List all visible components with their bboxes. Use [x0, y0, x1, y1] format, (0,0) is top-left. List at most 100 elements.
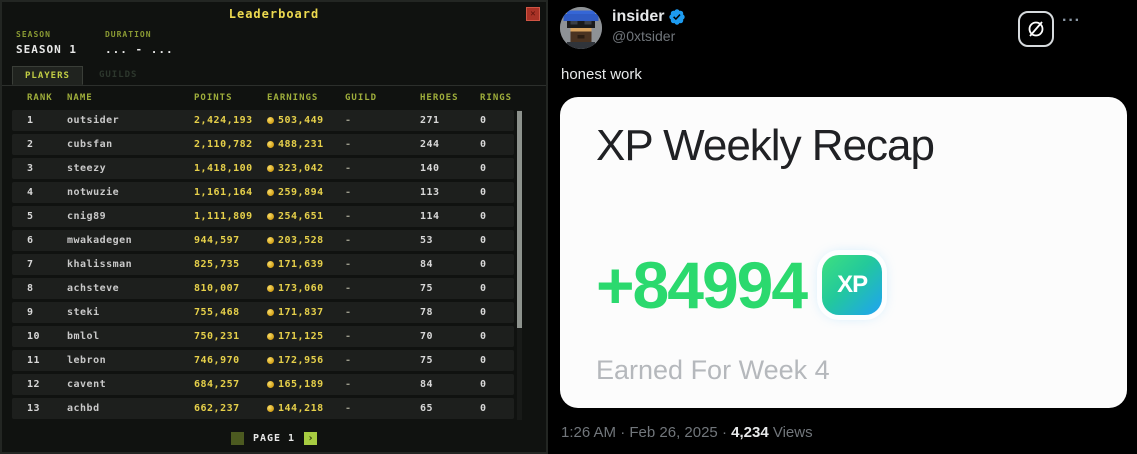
cell-guild: -: [345, 307, 352, 318]
cell-guild: -: [345, 259, 352, 270]
cell-rings: 0: [480, 379, 487, 390]
cell-points: 2,110,782: [194, 139, 253, 150]
close-button[interactable]: ✕: [526, 7, 540, 21]
tab-guilds[interactable]: GUILDS: [98, 70, 138, 80]
cell-heroes: 75: [420, 355, 434, 366]
more-options-button[interactable]: ···: [1062, 12, 1081, 30]
xp-badge-icon: XP: [822, 255, 883, 315]
cell-name: mwakadegen: [67, 235, 133, 246]
table-row[interactable]: 6 mwakadegen 944,597 203,528 - 53 0: [12, 230, 514, 251]
table-row[interactable]: 4 notwuzie 1,161,164 259,894 - 113 0: [12, 182, 514, 203]
cell-earnings: 323,042: [267, 163, 345, 174]
scrollbar-thumb[interactable]: [517, 111, 522, 328]
cell-guild: -: [345, 355, 352, 366]
next-page-button[interactable]: ›: [304, 431, 318, 445]
tweet-text: honest work: [561, 66, 642, 83]
table-row[interactable]: 5 cnig89 1,111,809 254,651 - 114 0: [12, 206, 514, 227]
season-block: SEASON SEASON 1: [16, 30, 77, 56]
card-title: XP Weekly Recap: [596, 121, 935, 170]
season-value: SEASON 1: [16, 43, 77, 56]
views-label: Views: [772, 424, 813, 441]
cell-heroes: 65: [420, 403, 434, 414]
column-header-rings: RINGS: [480, 93, 513, 103]
table-row[interactable]: 11 lebron 746,970 172,956 - 75 0: [12, 350, 514, 371]
cell-rings: 0: [480, 307, 487, 318]
cell-name: cubsfan: [67, 139, 113, 150]
grok-button[interactable]: [1018, 11, 1054, 47]
cell-heroes: 84: [420, 379, 434, 390]
cell-name: cnig89: [67, 211, 107, 222]
pagination: ‹ PAGE 1 ›: [2, 427, 546, 449]
coin-icon: [267, 285, 274, 292]
cell-rings: 0: [480, 139, 487, 150]
cell-rings: 0: [480, 259, 487, 270]
cell-rank: 13: [27, 403, 41, 414]
cell-earnings: 144,218: [267, 403, 345, 414]
table-row[interactable]: 10 bmlol 750,231 171,125 - 70 0: [12, 326, 514, 347]
cell-points: 755,468: [194, 307, 240, 318]
table-row[interactable]: 7 khalissman 825,735 171,639 - 84 0: [12, 254, 514, 275]
duration-label: DURATION: [104, 30, 152, 39]
cell-rings: 0: [480, 235, 487, 246]
cell-earnings: 488,231: [267, 139, 345, 150]
column-header-heroes: HEROES: [420, 93, 459, 103]
more-icon: ···: [1062, 12, 1081, 29]
cell-guild: -: [345, 379, 352, 390]
table-row[interactable]: 2 cubsfan 2,110,782 488,231 - 244 0: [12, 134, 514, 155]
cell-heroes: 53: [420, 235, 434, 246]
table-row[interactable]: 3 steezy 1,418,100 323,042 - 140 0: [12, 158, 514, 179]
cell-rank: 8: [27, 283, 34, 294]
author-handle[interactable]: @0xtsider: [612, 28, 676, 44]
table-row[interactable]: 12 cavent 684,257 165,189 - 84 0: [12, 374, 514, 395]
column-header-name: NAME: [67, 93, 93, 103]
season-duration-block: SEASON SEASON 1 DURATION ... - ...: [16, 30, 174, 56]
author-name[interactable]: insider: [612, 8, 665, 25]
prev-page-button[interactable]: ‹: [230, 431, 244, 445]
cell-rank: 1: [27, 115, 34, 126]
scrollbar-track[interactable]: [517, 110, 522, 420]
cell-points: 746,970: [194, 355, 240, 366]
leaderboard-window: Leaderboard ✕ SEASON SEASON 1 DURATION .…: [0, 0, 548, 454]
next-page-icon: ›: [307, 432, 314, 444]
tweet-timestamp[interactable]: 1:26 AM · Feb 26, 2025: [561, 424, 718, 441]
cell-points: 662,237: [194, 403, 240, 414]
duration-block: DURATION ... - ...: [105, 30, 174, 56]
cell-points: 750,231: [194, 331, 240, 342]
coin-icon: [267, 261, 274, 268]
leaderboard-tabs: PLAYERS GUILDS: [2, 66, 546, 86]
tweet-media-card[interactable]: XP Weekly Recap +84994 XP Earned For Wee…: [560, 97, 1127, 408]
cell-points: 684,257: [194, 379, 240, 390]
table-row[interactable]: 8 achsteve 810,007 173,060 - 75 0: [12, 278, 514, 299]
cell-name: khalissman: [67, 259, 133, 270]
cell-guild: -: [345, 115, 352, 126]
cell-rings: 0: [480, 211, 487, 222]
cell-heroes: 244: [420, 139, 440, 150]
cell-guild: -: [345, 163, 352, 174]
coin-icon: [267, 213, 274, 220]
coin-icon: [267, 309, 274, 316]
coin-icon: [267, 165, 274, 172]
pixel-avatar-image: [560, 7, 602, 49]
cell-earnings: 173,060: [267, 283, 345, 294]
tab-players[interactable]: PLAYERS: [12, 66, 83, 85]
cell-rank: 2: [27, 139, 34, 150]
coin-icon: [267, 381, 274, 388]
avatar[interactable]: [560, 7, 602, 49]
cell-points: 944,597: [194, 235, 240, 246]
table-row[interactable]: 13 achbd 662,237 144,218 - 65 0: [12, 398, 514, 419]
cell-earnings: 503,449: [267, 115, 345, 126]
table-row[interactable]: 1 outsider 2,424,193 503,449 - 271 0: [12, 110, 514, 131]
views-count: 4,234: [731, 424, 769, 441]
cell-guild: -: [345, 331, 352, 342]
cell-guild: -: [345, 211, 352, 222]
cell-guild: -: [345, 235, 352, 246]
cell-earnings: 254,651: [267, 211, 345, 222]
column-header-earnings: EARNINGS: [267, 93, 319, 103]
cell-earnings: 259,894: [267, 187, 345, 198]
cell-guild: -: [345, 403, 352, 414]
cell-rings: 0: [480, 331, 487, 342]
table-row[interactable]: 9 steki 755,468 171,837 - 78 0: [12, 302, 514, 323]
cell-name: steezy: [67, 163, 107, 174]
cell-heroes: 271: [420, 115, 440, 126]
cell-name: lebron: [67, 355, 107, 366]
